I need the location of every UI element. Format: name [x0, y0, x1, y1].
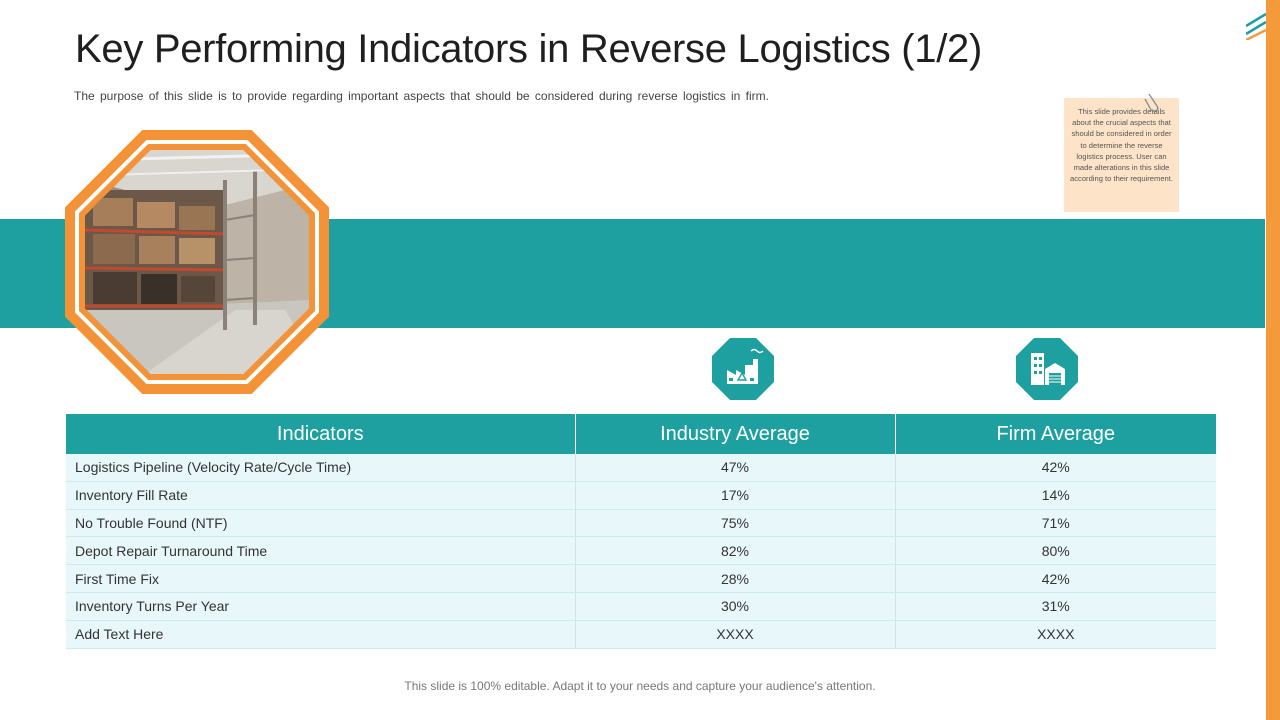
industry-average-cell: 75% [575, 509, 896, 538]
industry-average-cell: 28% [575, 564, 896, 593]
paperclip-icon [1144, 93, 1159, 112]
indicator-cell: Inventory Fill Rate [66, 481, 576, 510]
table-row: No Trouble Found (NTF) 75% 71% [66, 509, 1216, 538]
industry-average-cell: 82% [575, 536, 896, 566]
table-row: Depot Repair Turnaround Time 82% 80% [66, 536, 1216, 566]
industry-average-cell: XXXX [575, 620, 896, 649]
table-row: Inventory Fill Rate 17% 14% [66, 481, 1216, 510]
firm-average-cell: XXXX [895, 620, 1216, 649]
indicator-cell: First Time Fix [66, 564, 576, 593]
slide-footer: This slide is 100% editable. Adapt it to… [404, 679, 876, 693]
industry-average-cell: 30% [575, 592, 896, 621]
table-row: Add Text Here XXXX XXXX [66, 620, 1216, 649]
header-industry-average: Industry Average [575, 414, 896, 454]
firm-average-cell: 42% [895, 454, 1216, 482]
right-accent-stripe [1266, 0, 1280, 720]
table-row: Inventory Turns Per Year 30% 31% [66, 592, 1216, 621]
corner-decoration [1246, 12, 1266, 40]
indicator-cell: Inventory Turns Per Year [66, 592, 576, 621]
header-firm-average: Firm Average [895, 414, 1216, 454]
sticky-note: This slide provides details about the cr… [1064, 98, 1179, 212]
table-header-row: Indicators Industry Average Firm Average [66, 414, 1216, 454]
slide-title: Key Performing Indicators in Reverse Log… [75, 27, 982, 71]
firm-average-cell: 42% [895, 564, 1216, 593]
indicator-cell: No Trouble Found (NTF) [66, 509, 576, 538]
industry-average-cell: 47% [575, 454, 896, 482]
header-indicators: Indicators [66, 414, 576, 454]
indicator-cell: Add Text Here [66, 620, 576, 649]
factory-icon [711, 337, 775, 401]
firm-average-cell: 31% [895, 592, 1216, 621]
table-row: First Time Fix 28% 42% [66, 564, 1216, 593]
photo-frame [65, 130, 329, 394]
warehouse-photo [85, 150, 309, 374]
firm-average-cell: 71% [895, 509, 1216, 538]
table-row: Logistics Pipeline (Velocity Rate/Cycle … [66, 454, 1216, 482]
indicator-cell: Logistics Pipeline (Velocity Rate/Cycle … [66, 454, 576, 482]
industry-average-cell: 17% [575, 481, 896, 510]
slide-subtitle: The purpose of this slide is to provide … [74, 89, 770, 103]
firm-average-cell: 80% [895, 536, 1216, 566]
firm-average-cell: 14% [895, 481, 1216, 510]
office-building-icon [1015, 337, 1079, 401]
kpi-table: Indicators Industry Average Firm Average… [66, 414, 1216, 649]
indicator-cell: Depot Repair Turnaround Time [66, 536, 576, 566]
